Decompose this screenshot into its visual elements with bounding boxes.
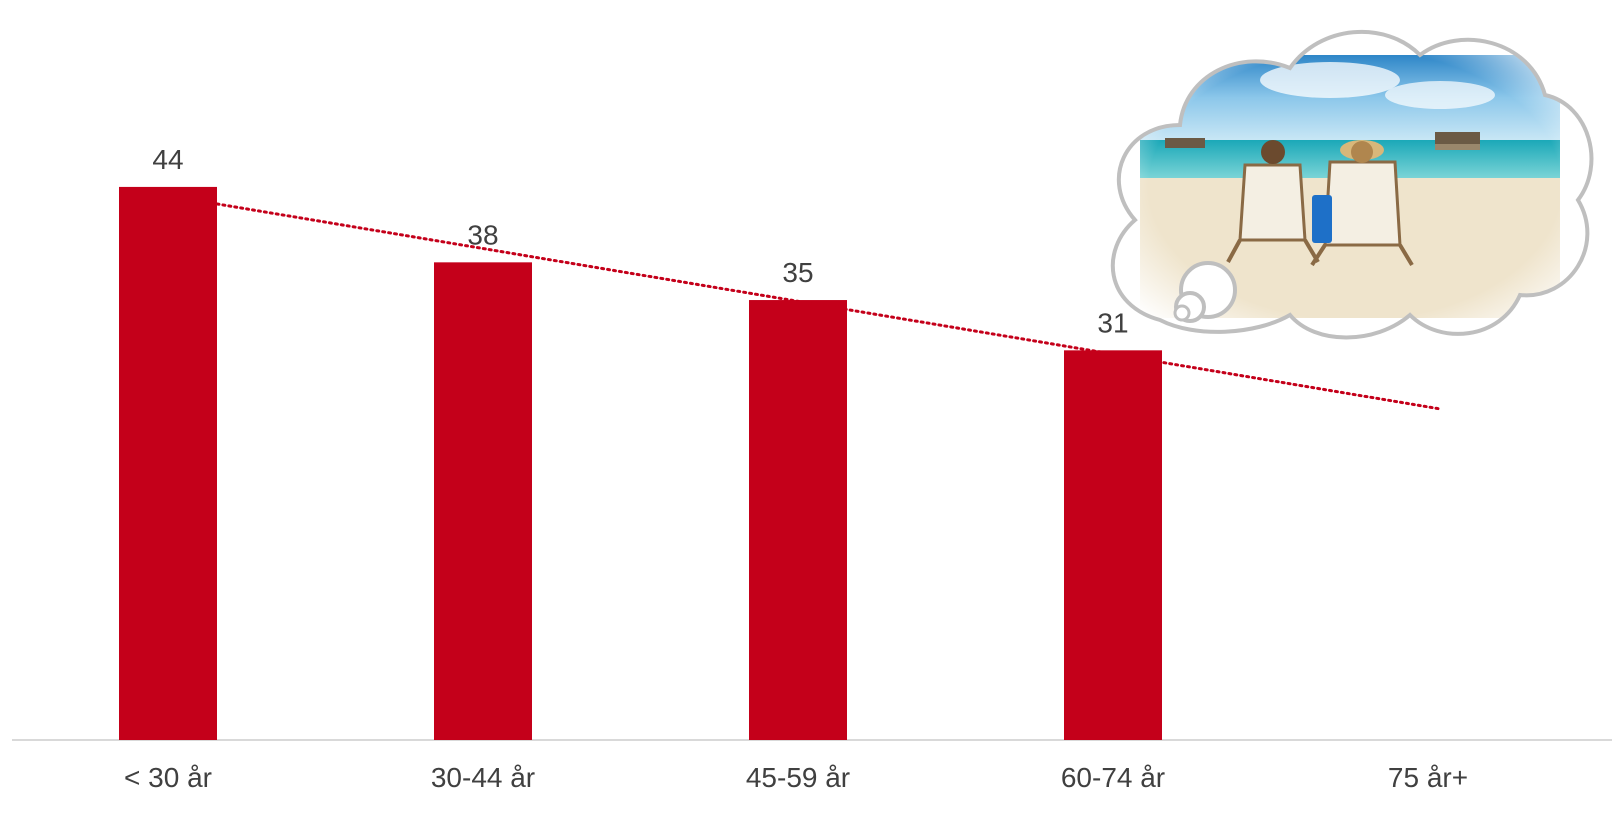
- data-label: 31: [1097, 307, 1128, 338]
- tick-label: 60-74 år: [1061, 762, 1165, 793]
- trendline-group: [215, 202, 1440, 411]
- tick-labels-group: < 30 år 30-44 år 45-59 år 60-74 år 75 år+: [124, 762, 1468, 793]
- data-label: 44: [152, 144, 183, 175]
- tick-label: < 30 år: [124, 762, 212, 793]
- data-label: 35: [782, 257, 813, 288]
- bar: [434, 262, 532, 740]
- bar: [1064, 350, 1162, 740]
- tick-label: 75 år+: [1388, 762, 1468, 793]
- trendline: [215, 202, 1440, 411]
- bar: [749, 300, 847, 740]
- data-label: 38: [467, 219, 498, 250]
- bars-group: [119, 186, 1162, 741]
- bar: [119, 186, 217, 741]
- tick-label: 30-44 år: [431, 762, 535, 793]
- thought-bubble-image: [1110, 29, 1594, 340]
- tick-label: 45-59 år: [746, 762, 850, 793]
- value-labels-group: 44 38 35 31: [152, 144, 1128, 338]
